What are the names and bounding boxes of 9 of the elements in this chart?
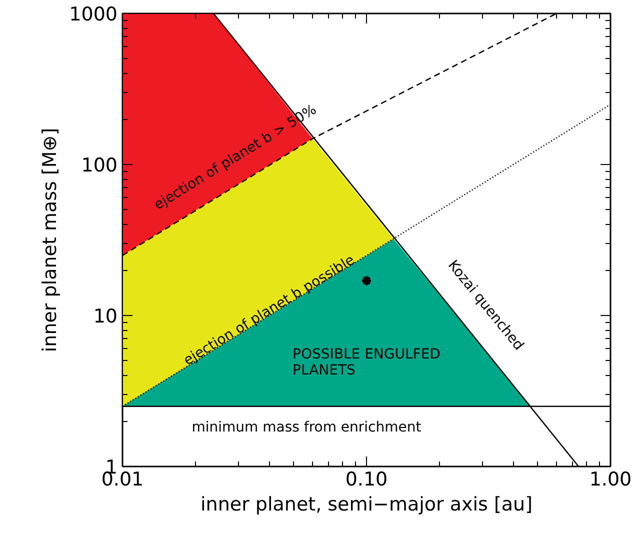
y-axis-title: inner planet mass [M⊕] (39, 128, 62, 352)
annotation: POSSIBLE ENGULFED PLANETS (292, 346, 440, 378)
y-tick-label: 100 (81, 154, 118, 176)
y-tick-label: 10 (93, 306, 118, 328)
x-tick-label: 0.10 (345, 468, 388, 490)
annotation: minimum mass from enrichment (192, 420, 422, 436)
x-tick-label: 1.00 (589, 468, 632, 490)
x-axis-title: inner planet, semi−major axis [au] (200, 494, 532, 516)
y-tick-label: 1000 (69, 4, 118, 26)
